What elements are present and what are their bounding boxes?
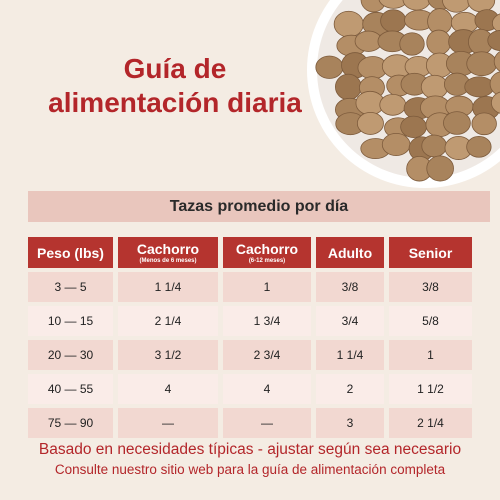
table-cell: 10 — 15: [28, 306, 113, 336]
banner: Tazas promedio por día: [28, 191, 490, 222]
table-cell: 40 — 55: [28, 374, 113, 404]
kibble: [491, 91, 500, 114]
table-cell: 3/8: [316, 272, 384, 302]
kibble: [493, 51, 500, 72]
column-header: Cachorro (6-12 meses): [223, 237, 311, 268]
table-cell: 2 1/4: [389, 408, 472, 438]
table-cell: 1: [223, 272, 311, 302]
table-cell: 20 — 30: [28, 340, 113, 370]
column-header: Cachorro (Menos de 6 meses): [118, 237, 218, 268]
kibble: [464, 76, 495, 98]
title-line: Guía de: [123, 53, 227, 84]
column-header: Senior: [389, 237, 472, 268]
kibble: [399, 32, 425, 56]
table-cell: 2: [316, 374, 384, 404]
column-label: Cachorro: [235, 241, 299, 257]
kibble: [381, 132, 411, 157]
column-header: Adulto: [316, 237, 384, 268]
table-cell: 1 3/4: [223, 306, 311, 336]
table-cell: 5/8: [389, 306, 472, 336]
kibble: [333, 10, 364, 38]
table-cell: 1: [389, 340, 472, 370]
kibble: [380, 9, 407, 33]
kibble: [420, 74, 449, 99]
table-cell: 4: [223, 374, 311, 404]
kibble: [426, 29, 452, 55]
kibble-group: [315, 0, 500, 182]
kibble: [466, 135, 492, 158]
column-label: Senior: [408, 244, 453, 261]
kibble: [491, 13, 500, 34]
table-cell: —: [223, 408, 311, 438]
footer-note: Consulte nuestro sitio web para la guía …: [54, 462, 446, 477]
table-cell: 3/8: [389, 272, 472, 302]
footer-note: Basado en necesidades típicas - ajustar …: [38, 441, 462, 458]
table-cell: 4: [118, 374, 218, 404]
title-line: alimentación diaria: [48, 87, 302, 118]
kibble: [487, 30, 500, 51]
table-cell: 1 1/4: [316, 340, 384, 370]
table-cell: —: [118, 408, 218, 438]
kibble: [356, 111, 384, 135]
column-label: Cachorro: [136, 241, 200, 257]
column-label: Peso (lbs): [37, 244, 104, 261]
kibble: [426, 155, 454, 182]
column-label: Adulto: [327, 244, 373, 261]
column-sublabel: (6-12 meses): [248, 258, 286, 264]
table-cell: 1 1/4: [118, 272, 218, 302]
kibble: [400, 115, 427, 138]
table-cell: 3 1/2: [118, 340, 218, 370]
kibble: [360, 0, 387, 13]
kibble: [443, 111, 471, 135]
table-cell: 3: [316, 408, 384, 438]
kibble: [466, 51, 498, 77]
kibble: [379, 93, 407, 116]
feeding-table: Peso (lbs) Cachorro (Menos de 6 meses) Cach…: [28, 237, 474, 438]
table-cell: 2 1/4: [118, 306, 218, 336]
kibble: [378, 0, 409, 9]
table-cell: 3/4: [316, 306, 384, 336]
column-sublabel: (Menos de 6 meses): [139, 258, 197, 264]
column-header: Peso (lbs): [28, 237, 113, 268]
kibble: [471, 112, 497, 136]
kibble: [335, 73, 362, 101]
table-cell: 2 3/4: [223, 340, 311, 370]
kibble: [489, 71, 500, 97]
table-cell: 75 — 90: [28, 408, 113, 438]
kibble: [421, 134, 447, 158]
table-cell: 1 1/2: [389, 374, 472, 404]
table-cell: 3 — 5: [28, 272, 113, 302]
